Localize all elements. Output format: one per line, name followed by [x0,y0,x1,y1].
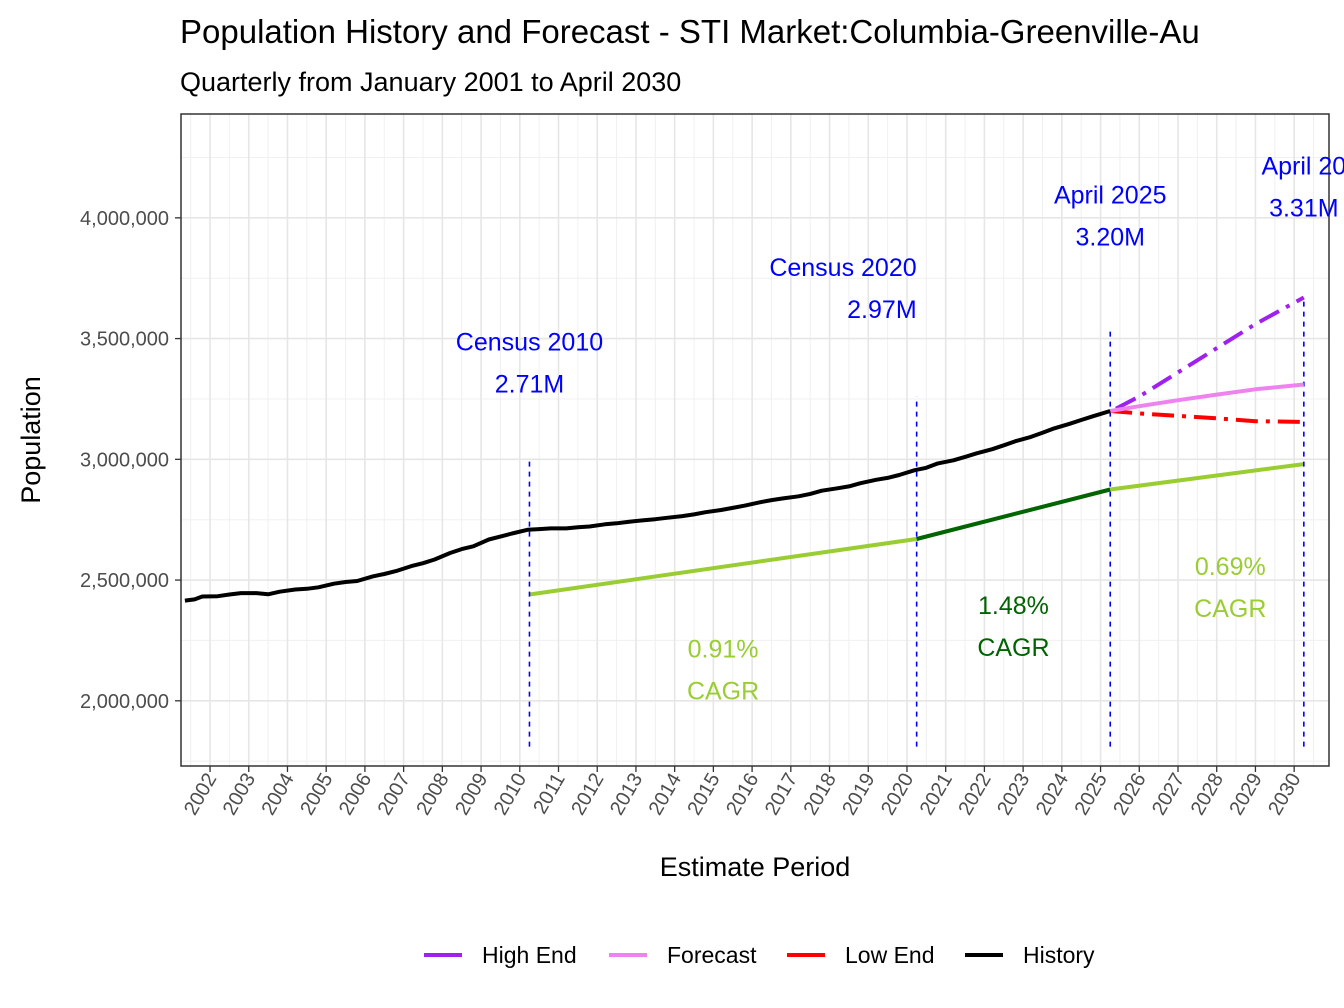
x-tick-label: 2020 [877,770,918,820]
legend-label: Forecast [667,942,757,968]
panel-background [181,114,1329,766]
x-tick-label: 2010 [490,770,531,820]
grid [181,114,1329,766]
series-line-history [184,409,1111,603]
x-tick-label: 2002 [180,770,221,820]
y-tick-label: 2,500,000 [80,570,169,592]
x-tick-label: 2014 [645,770,686,820]
x-tick-label: 2013 [606,770,647,820]
annotation-label: 0.69% [1195,553,1266,581]
annotation-value: CAGR [977,634,1049,662]
annotation-value: CAGR [1194,595,1266,623]
annotation-value: 3.20M [1075,223,1144,251]
x-tick-label: 2018 [800,770,841,820]
x-tick-label: 2011 [529,770,570,818]
legend-label: High End [482,942,577,968]
annotation-label: April 20 [1261,152,1344,180]
x-tick-label: 2026 [1109,770,1150,820]
x-tick-label: 2029 [1225,770,1266,820]
x-tick-label: 2027 [1148,770,1189,820]
x-tick-label: 2004 [258,770,299,820]
annotation-value: 3.31M [1269,194,1338,222]
annotation-value: CAGR [687,677,759,705]
x-tick-label: 2015 [683,770,724,820]
x-tick-label: 2024 [1032,770,1073,820]
x-tick-label: 2012 [567,770,608,820]
x-tick-label: 2023 [993,770,1034,820]
y-tick-label: 4,000,000 [80,208,169,230]
series-line-forecast [1109,382,1304,413]
x-tick-label: 2006 [335,770,376,820]
legend-label: Low End [845,942,935,968]
x-tick-label: 2028 [1187,770,1228,820]
series-line-high-end [1115,295,1305,411]
chart-title: Population History and Forecast - STI Ma… [180,13,1200,50]
x-tick-label: 2009 [451,770,492,820]
x-tick-label: 2030 [1264,770,1305,820]
legend: High End Forecast Low End History [424,942,1095,968]
annotation-label: Census 2010 [456,329,603,357]
series-line-low-end [1110,409,1304,424]
x-tick-label: 2005 [296,770,337,820]
x-tick-label: 2022 [954,770,995,820]
x-tick-label: 2007 [374,770,415,820]
y-tick-label: 3,000,000 [80,449,169,471]
x-axis-title: Estimate Period [660,852,851,882]
cagr-segment-line [529,537,917,597]
cagr-segment-line [1109,462,1305,492]
annotation-label: 1.48% [978,592,1049,620]
annotation-value: 2.97M [847,296,916,324]
annotation-label: April 2025 [1054,181,1167,209]
x-tick-label: 2008 [412,770,453,820]
x-tick-label: 2016 [722,770,763,820]
x-tick-label: 2019 [838,770,879,820]
annotation-label: Census 2020 [769,254,916,282]
y-tick-label: 2,000,000 [80,691,169,713]
plot-area [184,295,1305,747]
cagr-segment-line [916,487,1111,541]
y-tick-label: 3,500,000 [80,329,169,351]
chart-subtitle: Quarterly from January 2001 to April 203… [180,67,681,97]
x-tick-label: 2021 [916,770,957,820]
annotation-value: 2.71M [495,371,564,399]
x-tick-label: 2025 [1071,770,1112,820]
x-tick-label: 2003 [219,770,260,820]
legend-label: History [1023,942,1095,968]
annotations: Census 2010 2.71M Census 2020 2.97M April 20… [456,152,1344,705]
x-tick-label: 2017 [761,770,802,820]
annotation-label: 0.91% [688,635,759,663]
plot-border [180,113,1330,767]
y-axis-title: Population [16,376,46,504]
